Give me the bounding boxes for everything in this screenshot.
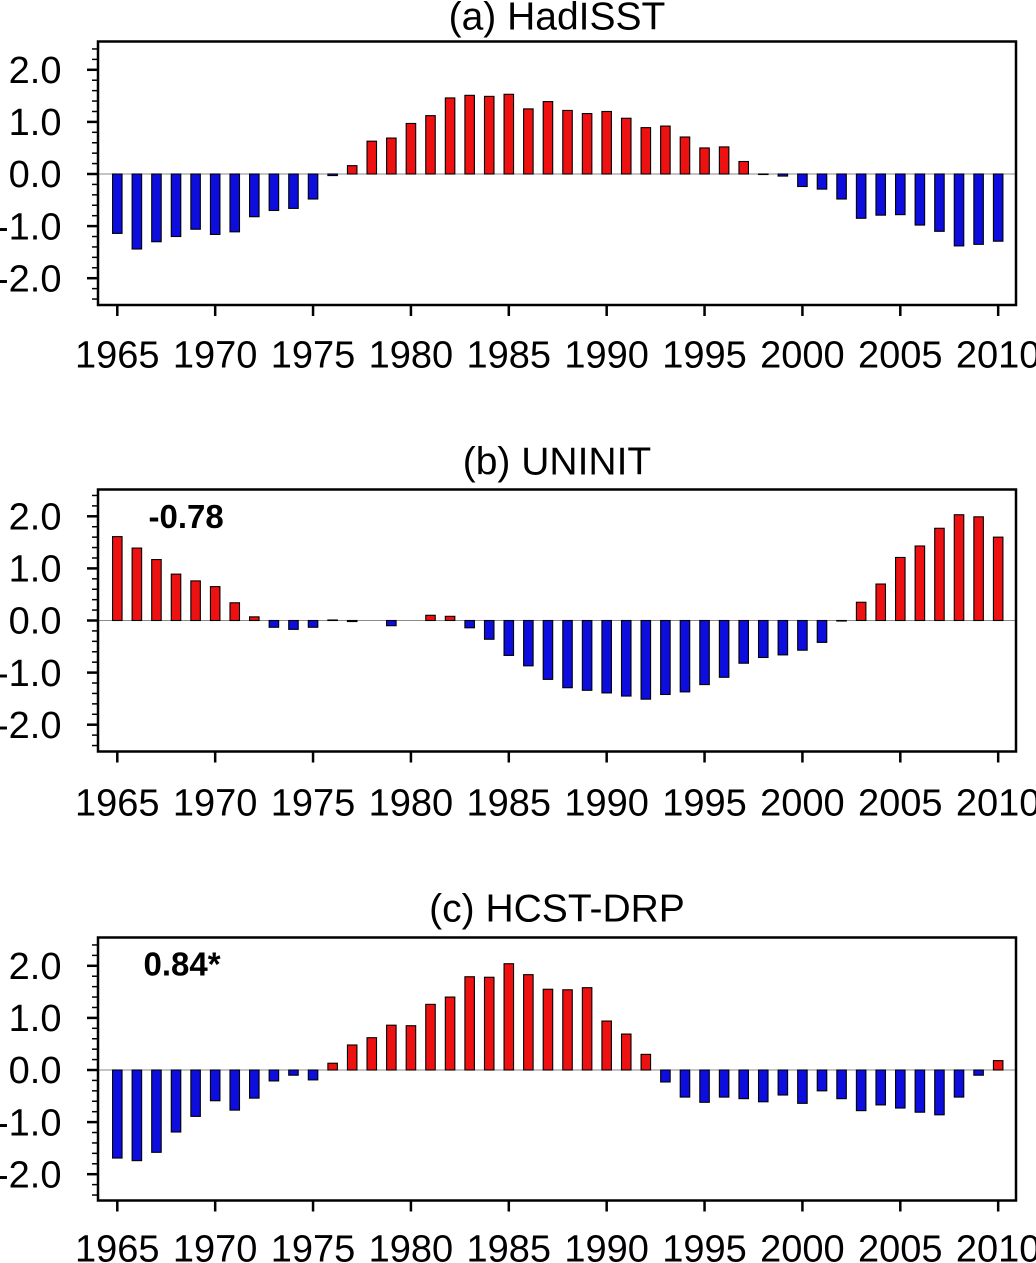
svg-text:1990: 1990: [564, 783, 649, 825]
svg-text:0.0: 0.0: [9, 154, 62, 196]
svg-text:(a) HadISST: (a) HadISST: [449, 0, 666, 39]
svg-text:1.0: 1.0: [9, 549, 62, 591]
svg-text:-0.78: -0.78: [149, 498, 224, 535]
svg-text:2010: 2010: [956, 1229, 1036, 1263]
svg-text:1985: 1985: [467, 783, 552, 825]
svg-text:1965: 1965: [75, 783, 160, 825]
svg-text:-1.0: -1.0: [0, 1102, 62, 1144]
svg-text:1995: 1995: [662, 783, 747, 825]
svg-text:-1.0: -1.0: [0, 206, 62, 248]
svg-text:1985: 1985: [467, 1229, 552, 1263]
svg-text:2010: 2010: [956, 335, 1036, 377]
svg-text:1965: 1965: [75, 1229, 160, 1263]
svg-text:-1.0: -1.0: [0, 653, 62, 695]
svg-text:2005: 2005: [858, 1229, 943, 1263]
svg-text:1990: 1990: [564, 1229, 649, 1263]
svg-text:2005: 2005: [858, 783, 943, 825]
svg-text:1970: 1970: [173, 783, 258, 825]
svg-text:2000: 2000: [760, 783, 845, 825]
svg-text:0.0: 0.0: [9, 601, 62, 643]
svg-text:1975: 1975: [271, 335, 356, 377]
svg-text:0.84*: 0.84*: [144, 946, 221, 983]
svg-text:1970: 1970: [173, 335, 258, 377]
svg-text:2000: 2000: [760, 1229, 845, 1263]
svg-text:1995: 1995: [662, 1229, 747, 1263]
svg-text:2000: 2000: [760, 335, 845, 377]
svg-text:0.0: 0.0: [9, 1050, 62, 1092]
svg-text:1980: 1980: [369, 1229, 454, 1263]
svg-text:1.0: 1.0: [9, 998, 62, 1040]
svg-text:1975: 1975: [271, 783, 356, 825]
svg-text:1995: 1995: [662, 335, 747, 377]
svg-text:(b) UNINIT: (b) UNINIT: [463, 441, 652, 484]
svg-text:2.0: 2.0: [9, 497, 62, 539]
svg-text:(c) HCST-DRP: (c) HCST-DRP: [429, 888, 685, 931]
svg-text:2.0: 2.0: [9, 50, 62, 92]
svg-text:1970: 1970: [173, 1229, 258, 1263]
svg-text:1975: 1975: [271, 1229, 356, 1263]
svg-text:-2.0: -2.0: [0, 705, 62, 747]
svg-text:1980: 1980: [369, 783, 454, 825]
svg-text:2.0: 2.0: [9, 946, 62, 988]
svg-text:2010: 2010: [956, 783, 1036, 825]
svg-text:-2.0: -2.0: [0, 258, 62, 300]
svg-text:-2.0: -2.0: [0, 1154, 62, 1196]
svg-text:1965: 1965: [75, 335, 160, 377]
svg-text:1.0: 1.0: [9, 102, 62, 144]
svg-text:1980: 1980: [369, 335, 454, 377]
svg-text:1985: 1985: [467, 335, 552, 377]
svg-text:2005: 2005: [858, 335, 943, 377]
svg-text:1990: 1990: [564, 335, 649, 377]
